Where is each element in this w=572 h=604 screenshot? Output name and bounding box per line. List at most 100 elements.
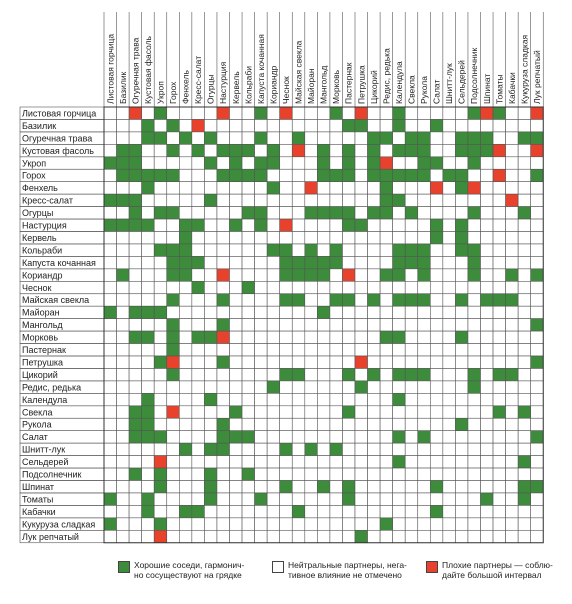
row-label: Лук репчатый: [22, 532, 79, 542]
row-label: Морковь: [22, 333, 58, 343]
cell-good-r22-c13: [266, 380, 280, 394]
cell-neutral-r3-c26: [429, 144, 444, 158]
cell-good-r3-c25: [417, 144, 431, 158]
cell-neutral-r25-c6: [179, 417, 193, 431]
cell-neutral-r19-c14: [279, 343, 293, 357]
cell-neutral-r27-c25: [417, 442, 431, 456]
cell-neutral-r23-c2: [128, 393, 142, 407]
cell-neutral-r21-c4: [153, 368, 168, 382]
cell-neutral-r18-c0: [103, 330, 117, 344]
cell-neutral-r34-c28: [455, 529, 469, 544]
cell-neutral-r33-c14: [279, 517, 293, 531]
cell-good-r31-c0: [103, 492, 117, 506]
cell-neutral-r13-c24: [404, 268, 419, 282]
row-label: Листовая горчица: [22, 108, 96, 118]
cell-neutral-r31-c31: [492, 492, 506, 506]
column-label: Сельдерей: [457, 60, 467, 104]
cell-neutral-r28-c0: [103, 455, 117, 469]
cell-neutral-r34-c1: [116, 529, 130, 544]
cell-good-r14-c11: [241, 280, 255, 295]
cell-good-r3-c9: [216, 144, 230, 158]
cell-neutral-r10-c13: [266, 231, 280, 245]
cell-neutral-r12-c26: [429, 256, 444, 270]
cell-neutral-r8-c20: [354, 206, 368, 220]
cell-neutral-r27-c22: [379, 442, 393, 456]
cell-neutral-r17-c0: [103, 318, 117, 332]
cell-neutral-r27-c21: [367, 442, 381, 456]
cell-neutral-r2-c2: [128, 131, 142, 145]
cell-good-r3-c5: [166, 144, 180, 158]
cell-neutral-r21-c2: [128, 368, 142, 382]
cell-neutral-r24-c18: [329, 405, 343, 419]
row-label: Цикорий: [22, 370, 58, 380]
column-label: Базилик: [118, 71, 128, 104]
cell-neutral-r16-c34: [530, 305, 544, 319]
cell-neutral-r28-c3: [141, 455, 155, 469]
cell-neutral-r20-c1: [116, 355, 130, 369]
row-label: Томаты: [22, 494, 53, 504]
cell-good-r3-c1: [116, 144, 130, 158]
cell-neutral-r27-c20: [354, 442, 368, 456]
cell-good-r4-c21: [367, 156, 381, 170]
cell-good-r13-c22: [379, 268, 393, 282]
cell-good-r23-c23: [392, 393, 406, 407]
cell-neutral-r34-c8: [204, 529, 218, 544]
cell-bad-r0-c2: [128, 106, 142, 120]
cell-neutral-r27-c30: [480, 442, 494, 456]
cell-neutral-r17-c11: [241, 318, 255, 332]
cell-neutral-r32-c19: [342, 505, 356, 519]
cell-neutral-r2-c9: [216, 131, 230, 145]
row-label: Рукола: [22, 420, 52, 430]
cell-neutral-r18-c34: [530, 330, 544, 344]
cell-neutral-r28-c1: [116, 455, 130, 469]
cell-neutral-r7-c9: [216, 193, 230, 207]
cell-neutral-r17-c26: [429, 318, 444, 332]
cell-neutral-r17-c10: [229, 318, 243, 332]
cell-neutral-r23-c15: [291, 393, 306, 407]
cell-neutral-r25-c20: [354, 417, 368, 431]
cell-neutral-r14-c3: [141, 280, 155, 295]
cell-neutral-r32-c17: [317, 505, 331, 519]
cell-neutral-r26-c7: [191, 430, 205, 444]
cell-bad-r0-c20: [354, 106, 368, 120]
cell-neutral-r4-c5: [166, 156, 180, 170]
cell-neutral-r19-c24: [404, 343, 419, 357]
cell-neutral-r22-c4: [153, 380, 168, 394]
cell-neutral-r9-c31: [492, 218, 506, 232]
cell-neutral-r12-c30: [480, 256, 494, 270]
cell-neutral-r26-c32: [505, 430, 519, 444]
cell-neutral-r18-c31: [492, 330, 506, 344]
cell-neutral-r25-c18: [329, 417, 343, 431]
cell-neutral-r5-c8: [204, 168, 218, 182]
cell-neutral-r6-c34: [530, 181, 544, 195]
cell-good-r1-c3: [141, 119, 155, 133]
cell-neutral-r15-c20: [354, 293, 368, 307]
cell-neutral-r34-c24: [404, 529, 419, 544]
cell-good-r9-c10: [229, 218, 243, 232]
cell-neutral-r4-c9: [216, 156, 230, 170]
cell-neutral-r33-c11: [241, 517, 255, 531]
cell-neutral-r5-c20: [354, 168, 368, 182]
cell-neutral-r15-c2: [128, 293, 142, 307]
cell-neutral-r22-c0: [103, 380, 117, 394]
cell-neutral-r20-c2: [128, 355, 142, 369]
cell-good-r13-c29: [467, 268, 481, 282]
cell-good-r29-c2: [128, 467, 142, 481]
cell-neutral-r24-c6: [179, 405, 193, 419]
cell-good-r8-c33: [517, 206, 532, 220]
cell-neutral-r13-c4: [153, 268, 168, 282]
cell-good-r15-c15: [291, 293, 306, 307]
cell-neutral-r11-c31: [492, 243, 506, 257]
cell-neutral-r33-c32: [505, 517, 519, 531]
cell-neutral-r1-c16: [304, 119, 318, 133]
cell-good-r5-c2: [128, 168, 142, 182]
cell-neutral-r1-c18: [329, 119, 343, 133]
cell-neutral-r28-c11: [241, 455, 255, 469]
cell-neutral-r30-c3: [141, 480, 155, 494]
cell-neutral-r1-c24: [404, 119, 419, 133]
cell-good-r20-c9: [216, 355, 230, 369]
cell-neutral-r15-c11: [241, 293, 255, 307]
cell-neutral-r23-c12: [254, 393, 268, 407]
cell-neutral-r28-c34: [530, 455, 544, 469]
cell-neutral-r14-c5: [166, 280, 180, 295]
